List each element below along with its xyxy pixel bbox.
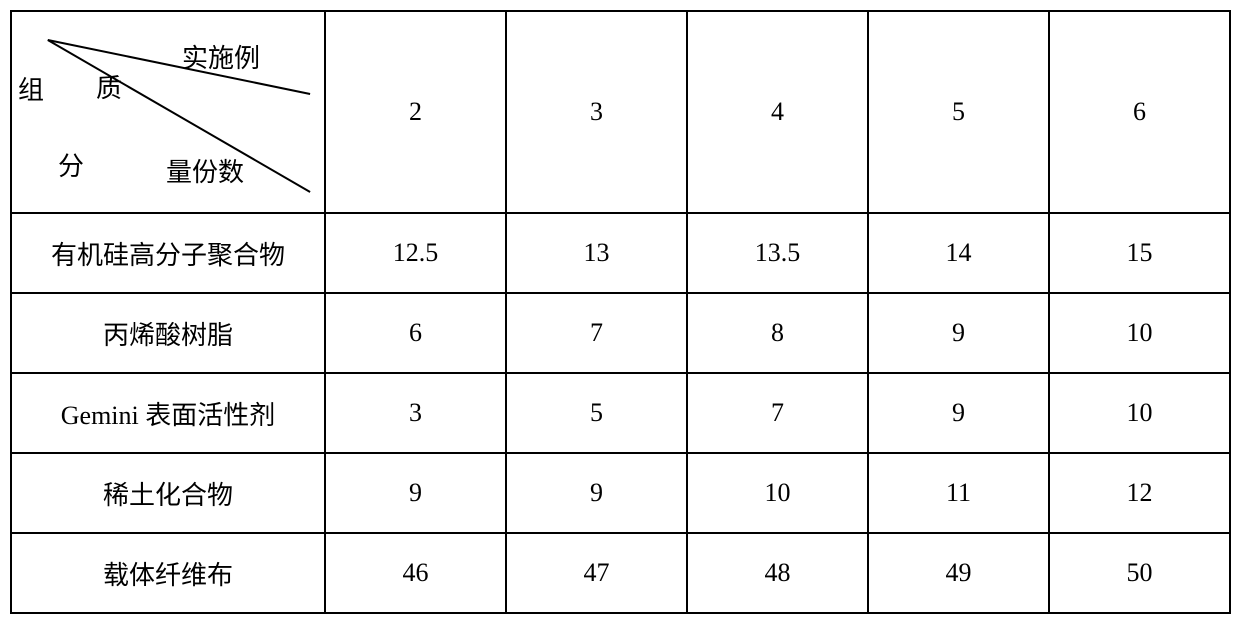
cell: 10: [1049, 373, 1230, 453]
cell: 11: [868, 453, 1049, 533]
cell: 47: [506, 533, 687, 613]
cell: 14: [868, 213, 1049, 293]
cell: 9: [868, 373, 1049, 453]
col-header: 4: [687, 11, 868, 213]
header-row: 实施例 组 质 分 量份数 2 3 4 5 6: [11, 11, 1230, 213]
corner-label-top: 实施例: [182, 38, 260, 75]
cell: 15: [1049, 213, 1230, 293]
corner-label-left1: 组: [18, 70, 44, 107]
cell: 13.5: [687, 213, 868, 293]
cell: 10: [1049, 293, 1230, 373]
cell: 13: [506, 213, 687, 293]
table-row: Gemini 表面活性剂 3 5 7 9 10: [11, 373, 1230, 453]
cell: 7: [687, 373, 868, 453]
col-header: 2: [325, 11, 506, 213]
corner-label-bottom: 量份数: [166, 152, 244, 189]
row-label: 稀土化合物: [11, 453, 325, 533]
cell: 46: [325, 533, 506, 613]
table-row: 稀土化合物 9 9 10 11 12: [11, 453, 1230, 533]
corner-cell: 实施例 组 质 分 量份数: [11, 11, 325, 213]
cell: 48: [687, 533, 868, 613]
cell: 49: [868, 533, 1049, 613]
row-label: 载体纤维布: [11, 533, 325, 613]
cell: 9: [506, 453, 687, 533]
cell: 12.5: [325, 213, 506, 293]
table-row: 丙烯酸树脂 6 7 8 9 10: [11, 293, 1230, 373]
cell: 7: [506, 293, 687, 373]
table-row: 载体纤维布 46 47 48 49 50: [11, 533, 1230, 613]
cell: 50: [1049, 533, 1230, 613]
col-header: 6: [1049, 11, 1230, 213]
row-label: 有机硅高分子聚合物: [11, 213, 325, 293]
corner-label-left2: 分: [58, 146, 84, 183]
cell: 8: [687, 293, 868, 373]
cell: 3: [325, 373, 506, 453]
col-header: 5: [868, 11, 1049, 213]
cell: 9: [868, 293, 1049, 373]
col-header: 3: [506, 11, 687, 213]
table-row: 有机硅高分子聚合物 12.5 13 13.5 14 15: [11, 213, 1230, 293]
row-label: 丙烯酸树脂: [11, 293, 325, 373]
cell: 6: [325, 293, 506, 373]
corner-label-mid: 质: [96, 68, 122, 105]
cell: 9: [325, 453, 506, 533]
row-label: Gemini 表面活性剂: [11, 373, 325, 453]
cell: 10: [687, 453, 868, 533]
cell: 5: [506, 373, 687, 453]
data-table: 实施例 组 质 分 量份数 2 3 4 5 6 有机硅高分子聚合物 12.5 1…: [10, 10, 1231, 614]
cell: 12: [1049, 453, 1230, 533]
